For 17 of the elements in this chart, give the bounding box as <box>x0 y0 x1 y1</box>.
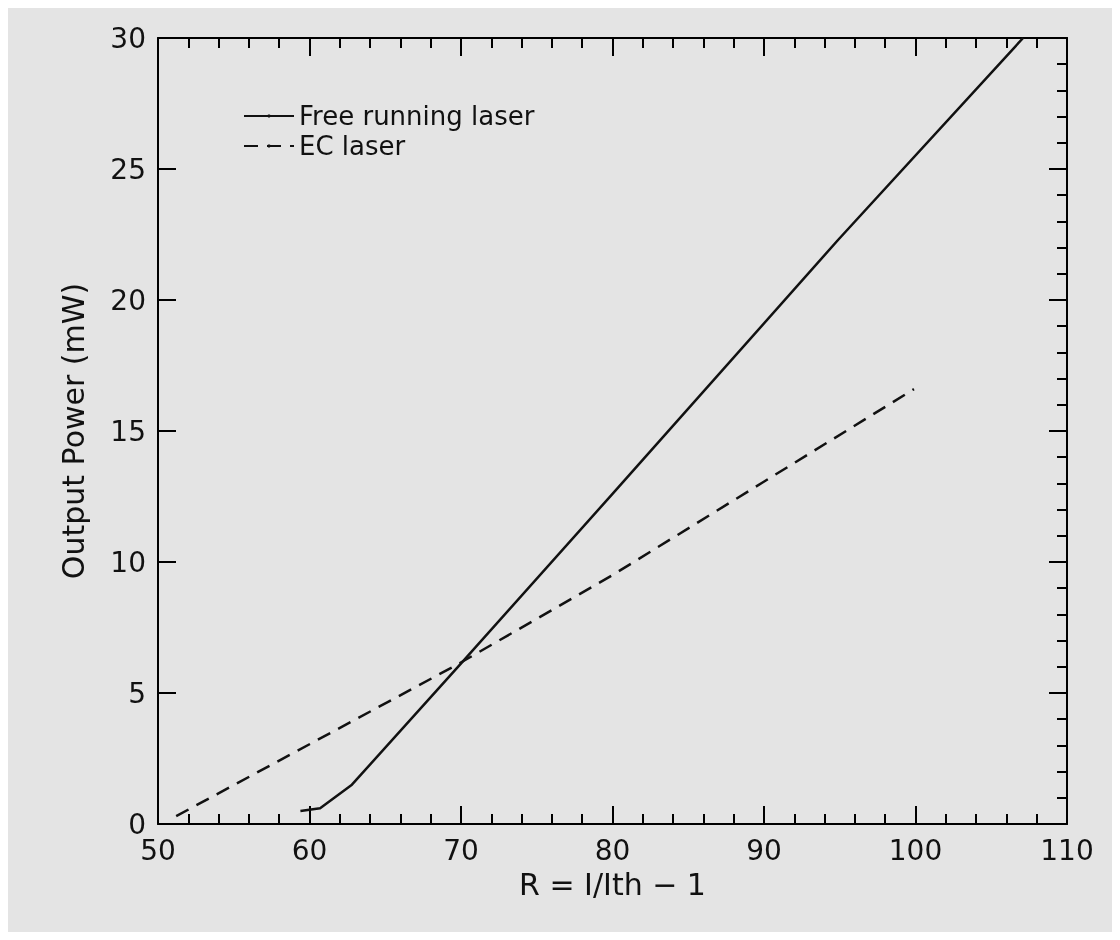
y-tick-label: 15 <box>110 414 146 448</box>
y-tick-label: 10 <box>110 545 146 579</box>
y-tick-label: 20 <box>110 283 146 317</box>
legend-label: EC laser <box>299 131 406 161</box>
x-tick-label: 100 <box>888 833 943 867</box>
y-tick-label: 5 <box>128 676 146 710</box>
y-tick-label: 30 <box>110 21 146 55</box>
x-axis-title: R = I/Ith − 1 <box>519 866 706 902</box>
legend-label: Free running laser <box>299 101 535 131</box>
x-tick-label: 70 <box>443 833 479 867</box>
x-tick-label: 80 <box>594 833 631 867</box>
x-tick-label: 110 <box>1040 833 1094 867</box>
x-tick-label: 50 <box>140 833 176 867</box>
y-axis-title: Output Power (mW) <box>55 282 91 580</box>
y-tick-label: 25 <box>110 152 146 186</box>
x-tick-label: 60 <box>291 833 328 867</box>
x-tick-label: 90 <box>746 833 782 867</box>
